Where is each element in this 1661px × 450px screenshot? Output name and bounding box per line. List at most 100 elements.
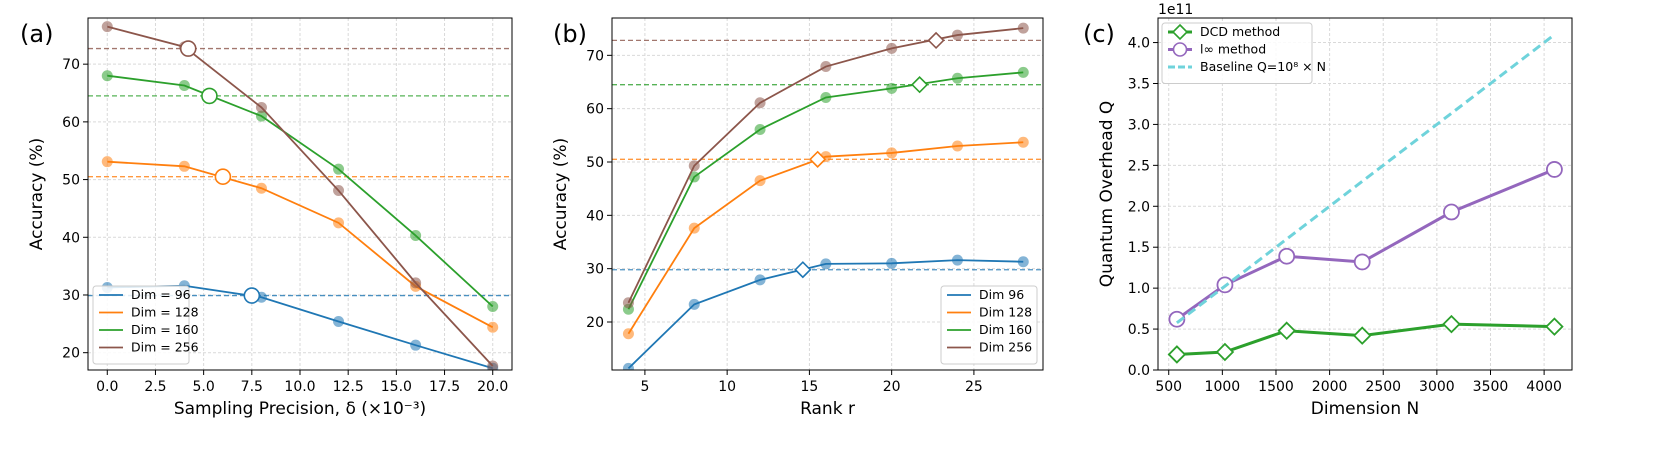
- data-point: [1545, 317, 1564, 336]
- y-tick-label: 1.5: [1128, 240, 1150, 256]
- data-point: [754, 123, 766, 135]
- data-point: [886, 147, 898, 159]
- legend-box: [92, 285, 190, 365]
- data-point: [1442, 314, 1461, 334]
- legend-label: Dim = 96: [131, 287, 191, 302]
- legend-label: Dim 128: [979, 305, 1032, 320]
- legend-label: Dim 96: [979, 287, 1024, 302]
- x-tick-label: 15: [800, 379, 818, 395]
- x-tick-label: 25: [965, 379, 983, 395]
- data-point: [410, 277, 422, 289]
- data-point: [951, 29, 963, 41]
- x-tick-label: 10: [718, 379, 736, 395]
- y-tick-label: 60: [586, 102, 604, 118]
- x-tick-label: 500: [1155, 379, 1182, 395]
- x-axis-label: Rank r: [800, 399, 855, 419]
- y-tick-label: 3.0: [1128, 117, 1150, 133]
- data-point: [688, 160, 700, 172]
- y-tick-label: 4.0: [1128, 36, 1150, 52]
- series-line: [627, 71, 1024, 310]
- data-point: [886, 257, 898, 269]
- x-tick-label: 20: [883, 379, 901, 395]
- data-point: [333, 316, 345, 328]
- legend: Dim 96 Dim 128 Dim 160 Dim 256: [940, 285, 1038, 365]
- data-point: [951, 140, 963, 152]
- legend-label: Dim 160: [979, 322, 1032, 337]
- crossing-marker: [910, 76, 929, 94]
- x-tick-label: 2000: [1312, 379, 1348, 395]
- x-tick-label: 3000: [1419, 379, 1455, 395]
- data-point: [1546, 161, 1563, 178]
- x-tick-label: 0.0: [96, 379, 118, 395]
- data-point: [1443, 203, 1460, 221]
- data-point: [178, 80, 190, 92]
- data-point: [951, 254, 963, 266]
- data-point: [1353, 253, 1371, 271]
- legend-label: Dim 256: [979, 340, 1032, 355]
- panel-1: 5 10 15 20 25 20 30 40 50 60 70 Rank r Accuracy (%) (…: [551, 17, 1044, 419]
- legend-marker: [1171, 23, 1189, 41]
- x-tick-label: 1000: [1205, 379, 1241, 395]
- y-tick-label: 0.5: [1128, 322, 1150, 338]
- data-point: [688, 298, 700, 310]
- data-point: [1017, 256, 1029, 268]
- legend-label: Baseline Q=10⁸ × N: [1200, 59, 1326, 74]
- y-tick-label: 40: [586, 208, 604, 224]
- data-point: [333, 217, 345, 229]
- y-tick-label: 0.0: [1128, 363, 1150, 379]
- panel-0: 0.0 2.5 5.0 7.5 10.0 12.5 15.0 17.5 20.0 20 30 40 50…: [20, 17, 513, 419]
- panel-label: (c): [1083, 20, 1115, 48]
- x-axis-label: Sampling Precision, δ (×10⁻³): [174, 399, 426, 419]
- panel-label: (a): [20, 20, 53, 48]
- x-tick-label: 15.0: [381, 379, 412, 395]
- y-tick-label: 2.0: [1128, 199, 1150, 215]
- legend-label: Dim = 256: [131, 340, 199, 355]
- data-point: [951, 72, 963, 84]
- data-point: [688, 222, 700, 234]
- x-tick-label: 5: [640, 379, 649, 395]
- legend-label: Dim = 128: [131, 305, 199, 320]
- data-point: [820, 61, 832, 73]
- x-tick-label: 10.0: [284, 379, 315, 395]
- data-point: [754, 175, 766, 187]
- data-point: [622, 328, 634, 340]
- x-tick-label: 7.5: [241, 379, 263, 395]
- crossing-marker: [927, 31, 945, 50]
- x-tick-label: 17.5: [429, 379, 460, 395]
- y-tick-label: 20: [62, 346, 80, 362]
- crossing-marker: [214, 168, 232, 185]
- data-point: [1167, 345, 1187, 364]
- y-tick-label: 60: [62, 115, 80, 131]
- axes-frame: [87, 17, 513, 371]
- data-point: [1017, 22, 1029, 34]
- data-point: [1277, 321, 1296, 340]
- data-point: [820, 91, 832, 103]
- x-axis-label: Dimension N: [1311, 399, 1419, 419]
- axes-frame: [1157, 17, 1573, 371]
- data-point: [255, 101, 267, 113]
- y-tick-label: 40: [62, 230, 80, 246]
- data-point: [1215, 342, 1235, 362]
- data-point: [101, 156, 113, 168]
- legend-box: [940, 285, 1038, 365]
- panel-label: (b): [553, 20, 587, 48]
- x-tick-label: 3500: [1473, 379, 1509, 395]
- data-point: [410, 339, 422, 351]
- y-exponent-label: 1e11: [1158, 2, 1193, 18]
- y-axis-label: Quantum Overhead Q: [1097, 101, 1117, 288]
- data-point: [886, 42, 898, 54]
- crossing-marker: [243, 287, 261, 304]
- legend-marker: [1172, 42, 1188, 57]
- legend-label: Dim = 160: [131, 322, 199, 337]
- legend-label: l∞ method: [1200, 42, 1266, 57]
- axes-frame: [611, 17, 1044, 371]
- panel-2: 500 1000 1500 2000 2500 3000 3500 4000 0.0 0.5 1.0…: [1083, 2, 1573, 419]
- data-point: [754, 274, 766, 286]
- y-tick-label: 70: [586, 48, 604, 64]
- y-axis-label: Accuracy (%): [27, 138, 47, 250]
- y-tick-label: 2.5: [1128, 158, 1150, 174]
- data-point: [1017, 66, 1029, 78]
- plot-area: [1167, 33, 1564, 364]
- legend-box: [1161, 22, 1313, 84]
